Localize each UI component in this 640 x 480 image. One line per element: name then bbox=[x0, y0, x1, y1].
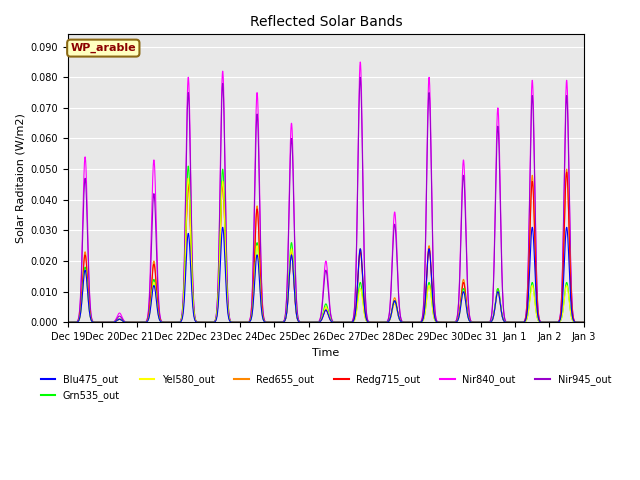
Y-axis label: Solar Raditaion (W/m2): Solar Raditaion (W/m2) bbox=[15, 113, 25, 243]
X-axis label: Time: Time bbox=[312, 348, 339, 358]
Legend: Blu475_out, Grn535_out, Yel580_out, Red655_out, Redg715_out, Nir840_out, Nir945_: Blu475_out, Grn535_out, Yel580_out, Red6… bbox=[36, 370, 615, 405]
Text: WP_arable: WP_arable bbox=[70, 43, 136, 53]
Title: Reflected Solar Bands: Reflected Solar Bands bbox=[250, 15, 402, 29]
